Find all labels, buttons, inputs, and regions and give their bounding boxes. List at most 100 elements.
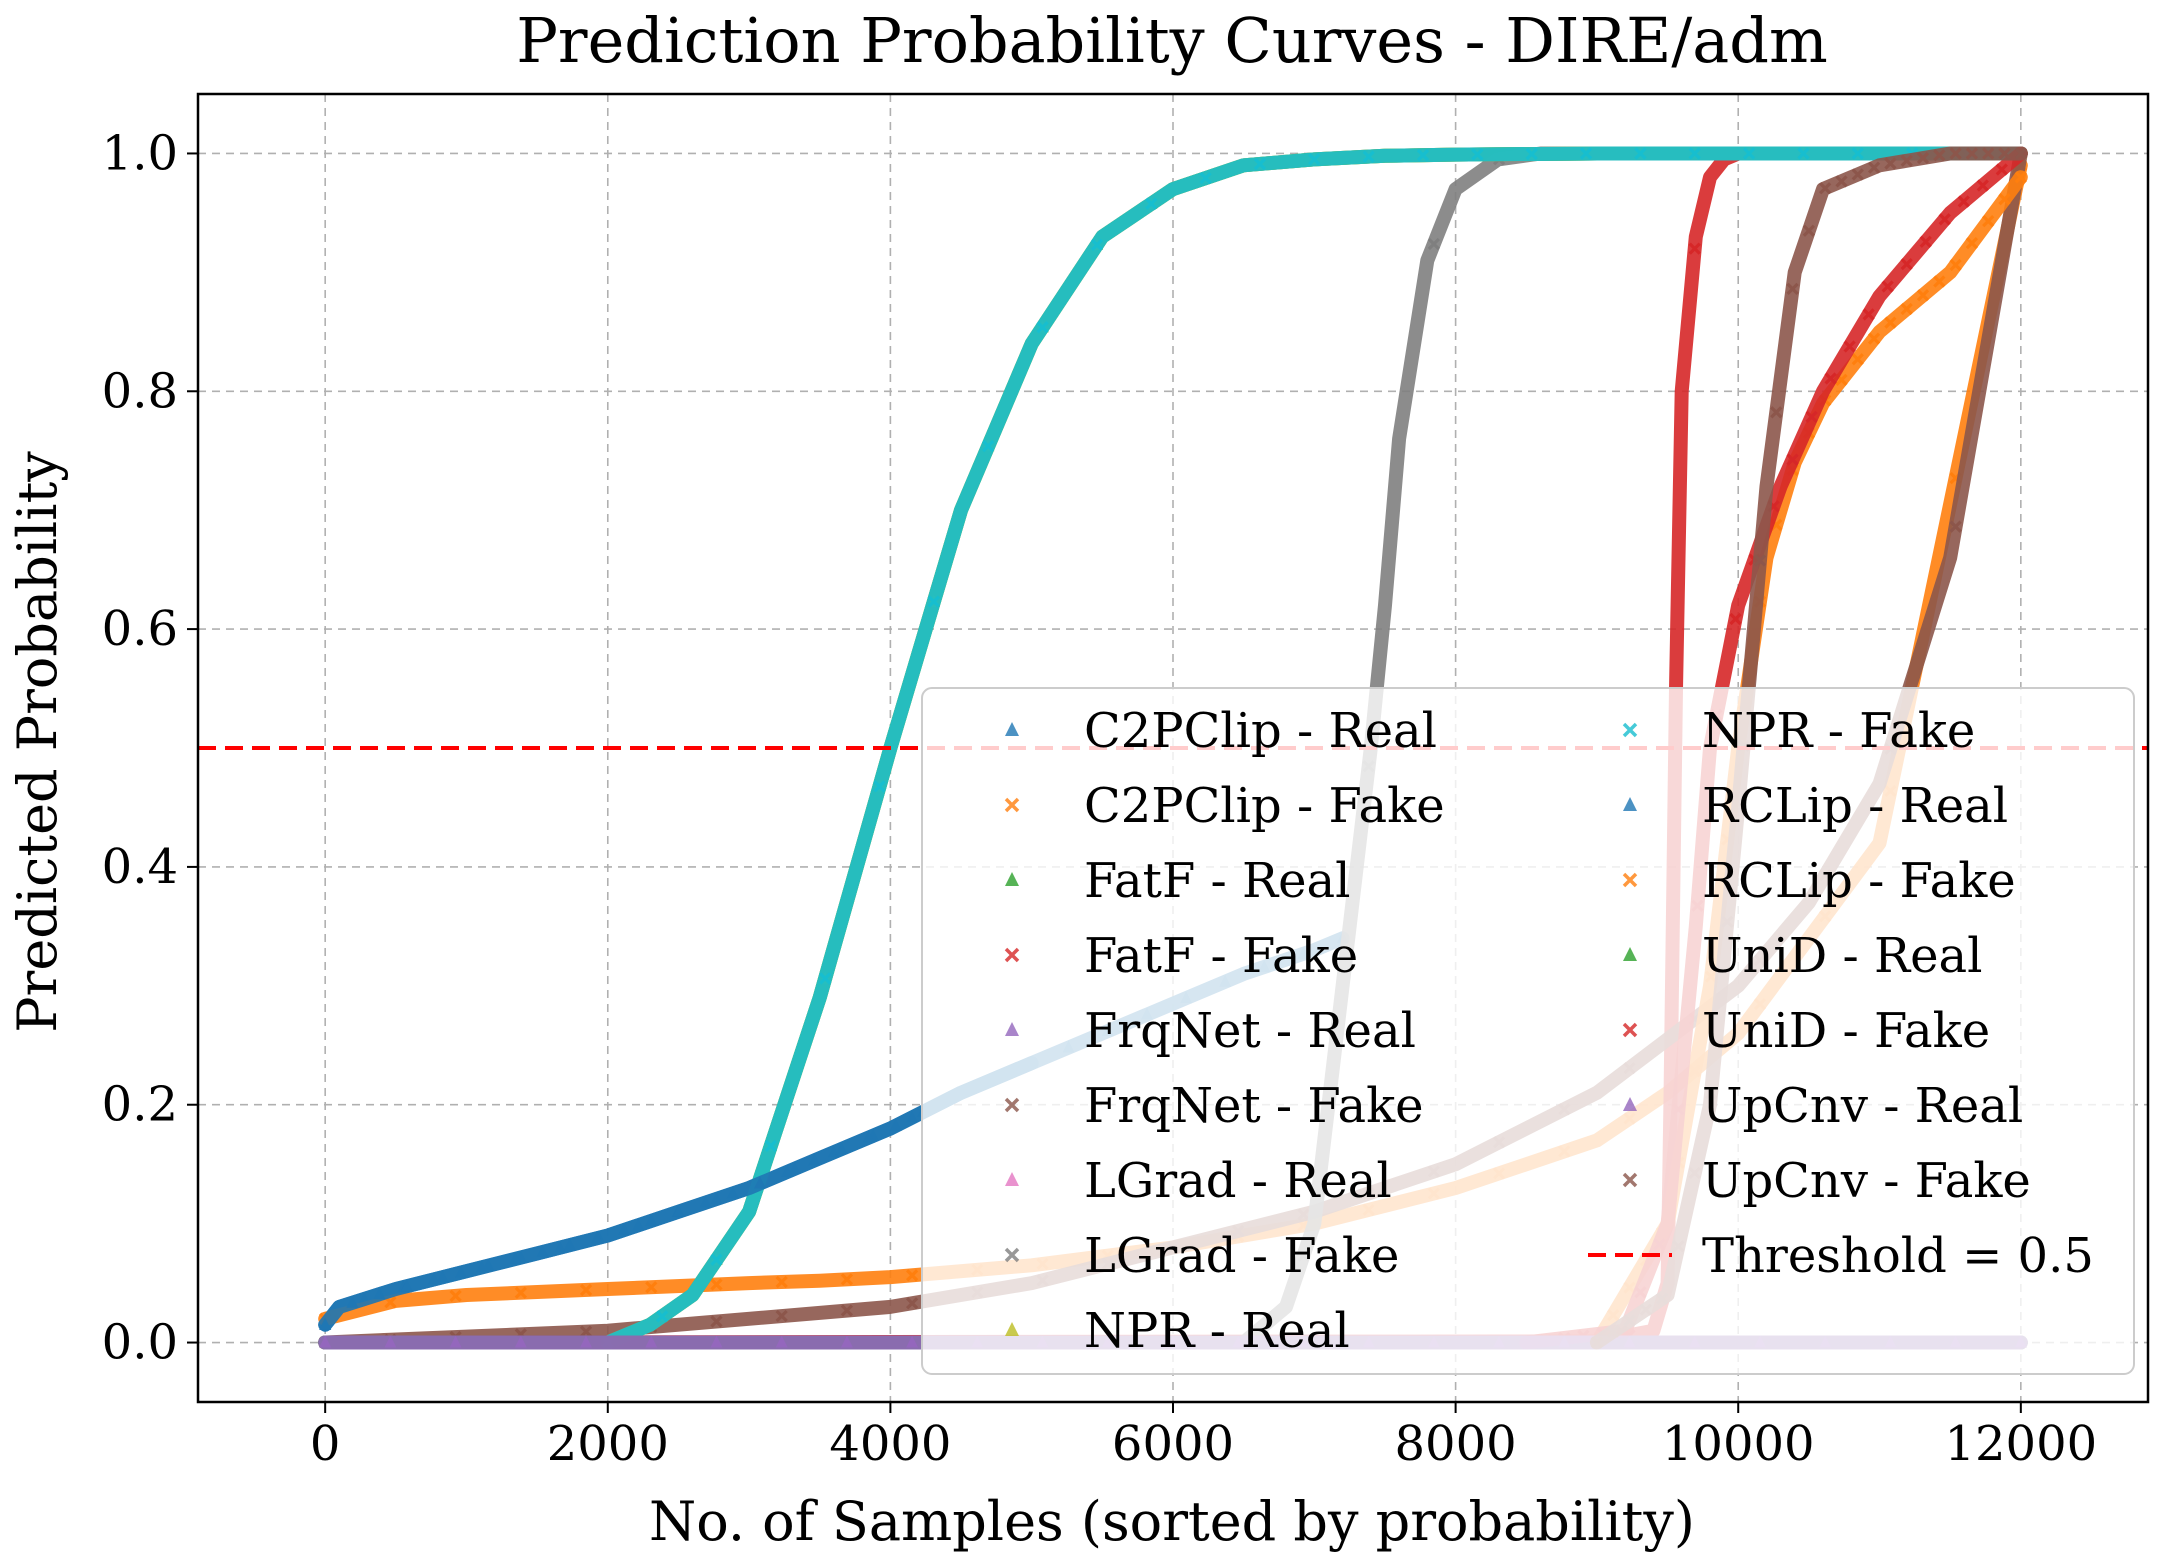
data-point bbox=[514, 1335, 527, 1348]
legend-label: UniD - Real bbox=[1702, 928, 1982, 984]
chart-title: Prediction Probability Curves - DIRE/adm bbox=[516, 4, 1828, 77]
legend-marker bbox=[1005, 1172, 1019, 1186]
data-point bbox=[1843, 340, 1856, 353]
data-point bbox=[1634, 147, 1647, 160]
data-point bbox=[1965, 236, 1979, 250]
legend-item: LGrad - Real bbox=[1005, 1153, 1392, 1209]
data-point bbox=[1916, 151, 1930, 165]
legend-marker bbox=[1005, 872, 1019, 886]
data-point bbox=[1786, 453, 1799, 466]
legend-marker bbox=[1005, 1022, 1019, 1036]
legend-marker bbox=[1005, 722, 1019, 736]
legend-item: FrqNet - Fake bbox=[1004, 1078, 1424, 1134]
data-point bbox=[1427, 237, 1441, 251]
data-point bbox=[1995, 163, 2008, 176]
legend-label: RCLip - Real bbox=[1702, 778, 2008, 834]
data-point bbox=[1867, 332, 1881, 345]
data-point bbox=[1949, 520, 1962, 533]
data-point bbox=[1949, 258, 1962, 272]
data-point bbox=[710, 1335, 723, 1348]
data-point bbox=[835, 1142, 848, 1155]
y-tick-label: 0.4 bbox=[102, 839, 178, 895]
data-point bbox=[1867, 161, 1881, 174]
data-point bbox=[1786, 282, 1799, 295]
data-point bbox=[1805, 410, 1818, 424]
data-point bbox=[699, 1195, 712, 1208]
data-point bbox=[645, 1335, 658, 1348]
data-point bbox=[373, 1287, 386, 1300]
legend-item: LGrad - Fake bbox=[1004, 1228, 1399, 1284]
y-tick-label: 0.8 bbox=[102, 363, 178, 419]
legend-label: RCLip - Fake bbox=[1702, 853, 2016, 909]
legend-label: UpCnv - Fake bbox=[1702, 1153, 2031, 1209]
legend-marker bbox=[1005, 1322, 1019, 1336]
data-point bbox=[400, 1279, 413, 1292]
legend-marker bbox=[1622, 1022, 1638, 1038]
data-point bbox=[514, 1286, 527, 1299]
data-point bbox=[1919, 235, 1932, 248]
legend-item: FatF - Fake bbox=[1004, 928, 1358, 984]
legend-label: FatF - Real bbox=[1084, 853, 1351, 909]
data-point bbox=[982, 440, 995, 453]
data-point bbox=[927, 595, 941, 608]
data-point bbox=[764, 1139, 777, 1153]
legend-label: UniD - Fake bbox=[1702, 1003, 1990, 1059]
data-point bbox=[873, 780, 886, 793]
series-rclip-real bbox=[318, 1056, 1039, 1332]
legend-label: FatF - Fake bbox=[1084, 928, 1358, 984]
legend: C2PClip - Real C2PClip - Fake FatF - Real F… bbox=[921, 687, 2135, 1375]
legend-item: UpCnv - Fake bbox=[1622, 1153, 2031, 1209]
x-tick-label: 0 bbox=[310, 1416, 341, 1472]
legend-item: C2PClip - Fake bbox=[1004, 778, 1445, 834]
data-point bbox=[1308, 153, 1321, 166]
data-point bbox=[1471, 148, 1484, 161]
legend-label: FrqNet - Fake bbox=[1084, 1078, 1424, 1134]
data-point bbox=[384, 1335, 397, 1348]
data-point bbox=[1900, 154, 1913, 167]
x-tick-label: 8000 bbox=[1395, 1416, 1517, 1472]
x-tick-label: 4000 bbox=[829, 1416, 951, 1472]
data-point bbox=[645, 1213, 658, 1226]
legend-label: LGrad - Fake bbox=[1084, 1228, 1399, 1284]
data-point bbox=[1982, 147, 1995, 160]
data-point bbox=[726, 1186, 739, 1199]
data-point bbox=[1579, 147, 1593, 160]
data-point bbox=[862, 1130, 875, 1143]
y-tick-label: 1.0 bbox=[102, 125, 178, 181]
legend-label: UpCnv - Real bbox=[1702, 1078, 2023, 1134]
x-tick-label: 6000 bbox=[1112, 1416, 1234, 1472]
data-point bbox=[1900, 302, 1913, 316]
legend-item: Threshold = 0.5 bbox=[1588, 1228, 2094, 1284]
data-point bbox=[449, 1335, 462, 1348]
x-axis-label: No. of Samples (sorted by probability) bbox=[649, 1490, 1695, 1553]
data-point bbox=[1688, 147, 1701, 160]
data-point bbox=[319, 1335, 332, 1348]
data-point bbox=[1090, 238, 1104, 252]
data-point bbox=[905, 1297, 919, 1310]
legend-item: FatF - Real bbox=[1005, 853, 1351, 909]
legend-item: NPR - Real bbox=[1005, 1303, 1350, 1359]
data-point bbox=[536, 1244, 549, 1257]
data-point bbox=[1802, 224, 1816, 237]
x-tick-label: 12000 bbox=[1944, 1416, 2097, 1472]
data-point bbox=[2014, 147, 2027, 160]
legend-marker bbox=[1004, 1097, 1020, 1113]
legend-item: RCLip - Fake bbox=[1622, 853, 2016, 909]
legend-marker bbox=[1623, 1097, 1637, 1111]
data-point bbox=[1998, 147, 2011, 160]
data-point bbox=[1824, 372, 1837, 385]
data-point bbox=[1362, 150, 1375, 163]
data-point bbox=[1851, 353, 1864, 366]
legend-marker bbox=[1623, 797, 1637, 811]
legend-label: C2PClip - Real bbox=[1084, 703, 1437, 759]
data-point bbox=[509, 1251, 522, 1264]
series-line bbox=[318, 1056, 1039, 1332]
data-point bbox=[319, 1317, 332, 1330]
data-point bbox=[775, 1335, 788, 1348]
legend-marker bbox=[1622, 722, 1638, 738]
data-point bbox=[710, 1315, 723, 1328]
data-point bbox=[840, 1273, 854, 1286]
data-point bbox=[1881, 280, 1894, 293]
data-point bbox=[808, 1153, 821, 1166]
data-point bbox=[710, 1278, 723, 1291]
